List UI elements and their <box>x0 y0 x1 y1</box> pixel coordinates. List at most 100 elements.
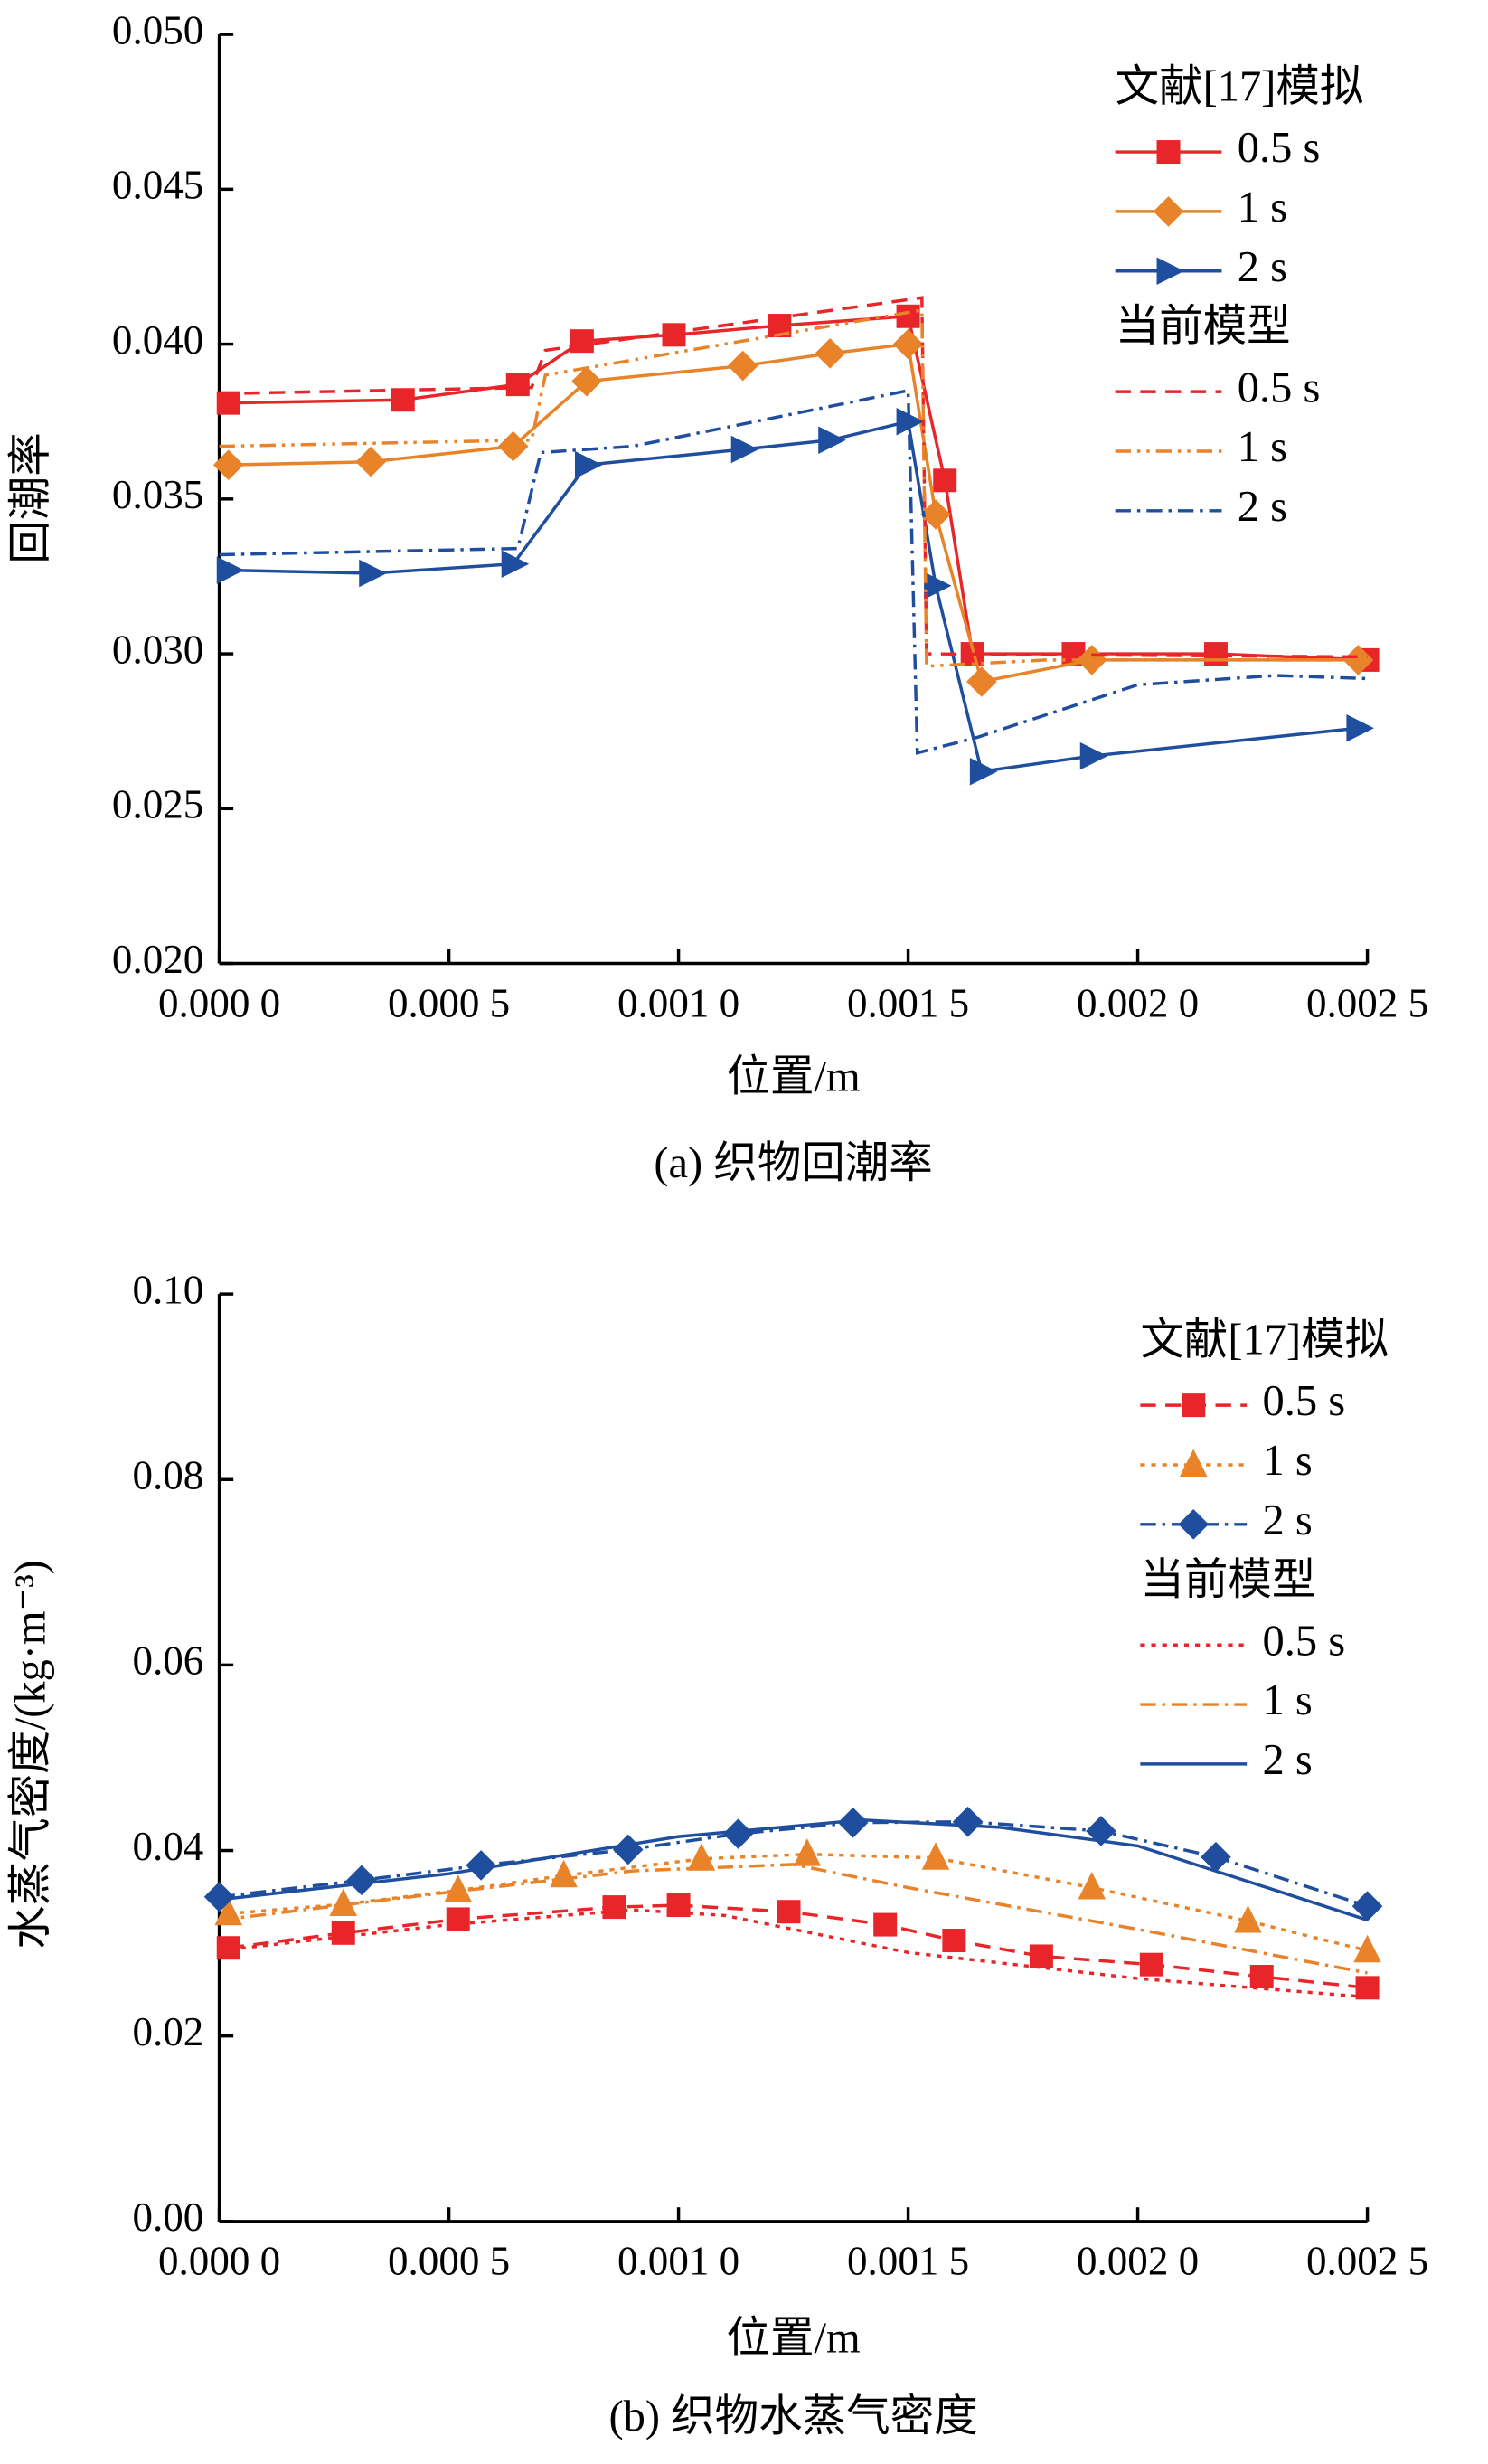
caption: (a) 织物回潮率 <box>654 1139 932 1187</box>
marker <box>1234 1904 1262 1933</box>
marker <box>574 450 603 479</box>
x-tick-label: 0.000 5 <box>388 980 510 1025</box>
legend-title: 文献[17]模拟 <box>1140 1317 1389 1364</box>
marker <box>501 550 530 579</box>
marker <box>212 449 244 480</box>
marker <box>1353 1934 1381 1963</box>
marker <box>722 1818 754 1849</box>
marker <box>550 1859 578 1888</box>
legend-label: 2 s <box>1262 1496 1312 1544</box>
y-tick-label: 0.040 <box>112 317 203 363</box>
legend-label: 0.5 s <box>1238 363 1321 411</box>
marker <box>355 446 387 477</box>
marker <box>1156 140 1181 165</box>
x-tick-label: 0.002 5 <box>1306 2239 1428 2284</box>
series-line <box>219 1819 1369 1908</box>
caption: (b) 织物水蒸气密度 <box>608 2392 977 2440</box>
legend-label: 2 s <box>1238 243 1287 291</box>
marker <box>921 1842 950 1870</box>
x-tick-label: 0.001 5 <box>847 2239 969 2284</box>
legend-label: 1 s <box>1262 1676 1312 1724</box>
marker <box>920 499 951 530</box>
marker <box>216 1936 240 1960</box>
marker <box>1182 1393 1206 1418</box>
marker <box>837 1807 869 1838</box>
marker <box>1178 1508 1210 1540</box>
marker <box>1179 1449 1208 1477</box>
series-line <box>228 1903 1368 1990</box>
series-line <box>228 314 1368 662</box>
marker <box>873 1912 898 1937</box>
marker <box>391 388 415 412</box>
marker <box>571 365 602 397</box>
x-tick-label: 0.001 0 <box>617 980 739 1025</box>
series-line <box>219 1908 1368 1999</box>
y-tick-label: 0.00 <box>132 2195 203 2240</box>
marker <box>216 556 245 584</box>
marker <box>966 666 997 697</box>
y-tick-label: 0.10 <box>132 1267 203 1312</box>
y-tick-label: 0.035 <box>112 472 203 517</box>
marker <box>1086 1816 1116 1846</box>
x-axis-label: 位置/m <box>726 2314 860 2362</box>
series-line <box>228 420 1359 774</box>
y-tick-label: 0.02 <box>132 2009 203 2054</box>
marker <box>1078 1872 1107 1900</box>
legend-label: 0.5 s <box>1262 1617 1345 1665</box>
y-tick-label: 0.06 <box>132 1638 203 1684</box>
legend-label: 1 s <box>1238 423 1287 471</box>
marker <box>444 1874 473 1902</box>
legend-label: 1 s <box>1262 1437 1312 1485</box>
series-line <box>219 307 1368 668</box>
marker <box>730 435 759 464</box>
marker <box>466 1850 496 1881</box>
marker <box>346 1865 377 1896</box>
x-tick-label: 0.000 5 <box>388 2239 510 2284</box>
x-tick-label: 0.001 0 <box>617 2239 739 2284</box>
marker <box>1029 1944 1053 1968</box>
x-tick-label: 0.002 5 <box>1306 980 1428 1025</box>
marker <box>612 1834 644 1865</box>
legend-title: 当前模型 <box>1140 1556 1315 1604</box>
marker <box>727 350 758 382</box>
marker <box>896 304 920 328</box>
marker <box>933 468 957 493</box>
legend-label: 0.5 s <box>1262 1377 1345 1425</box>
marker <box>1346 713 1374 742</box>
y-tick-label: 0.020 <box>112 937 203 982</box>
series-line <box>219 296 1368 659</box>
x-tick-label: 0.001 5 <box>847 980 969 1025</box>
legend-label: 1 s <box>1238 184 1287 231</box>
legend-label: 2 s <box>1238 483 1287 531</box>
x-tick-label: 0.002 0 <box>1077 2239 1199 2284</box>
marker <box>687 1843 716 1871</box>
marker <box>505 373 530 397</box>
marker <box>662 323 686 347</box>
marker <box>1355 1976 1380 2000</box>
y-tick-label: 0.025 <box>112 782 203 827</box>
marker <box>1079 741 1108 770</box>
marker <box>815 338 846 369</box>
y-tick-label: 0.04 <box>132 1824 203 1869</box>
marker <box>818 426 846 455</box>
series-line <box>219 1817 1369 1922</box>
marker <box>1156 257 1185 285</box>
x-tick-label: 0.000 0 <box>158 980 280 1025</box>
marker <box>892 328 924 360</box>
legend-label: 2 s <box>1262 1736 1312 1784</box>
series-line <box>228 1852 1368 1952</box>
marker <box>602 1895 626 1920</box>
marker <box>969 757 998 786</box>
marker <box>777 1900 801 1924</box>
x-tick-label: 0.002 0 <box>1077 980 1199 1025</box>
marker <box>331 1921 355 1945</box>
marker <box>570 329 594 354</box>
x-axis-label: 位置/m <box>726 1053 860 1101</box>
x-tick-label: 0.000 0 <box>158 2239 280 2284</box>
y-tick-label: 0.030 <box>112 627 203 672</box>
y-tick-label: 0.08 <box>132 1453 203 1498</box>
marker <box>1351 1891 1383 1921</box>
marker <box>924 571 952 599</box>
marker <box>359 559 387 588</box>
